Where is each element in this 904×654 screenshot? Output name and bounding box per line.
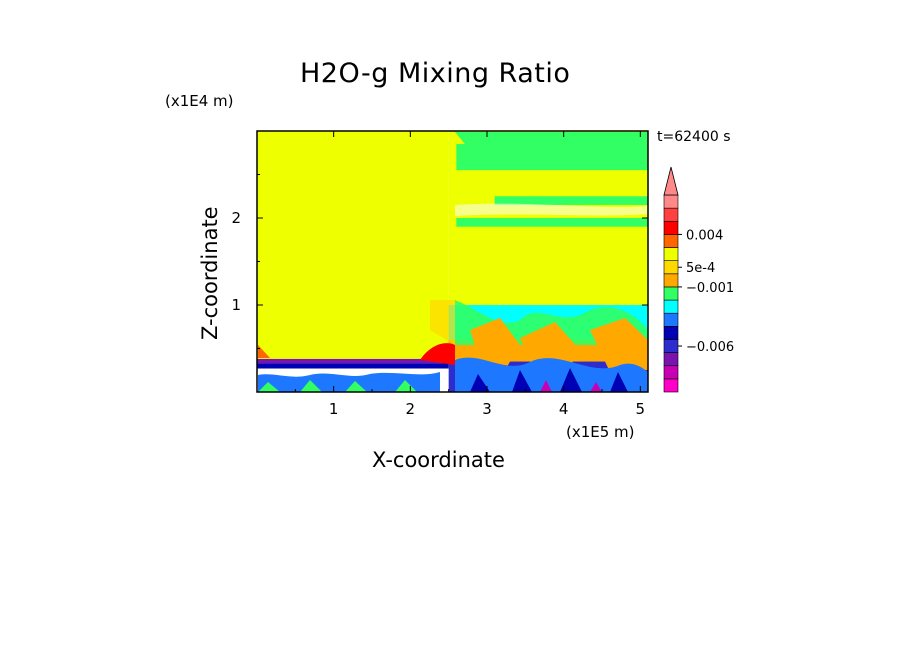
colorbar-tick-label: 0.004 — [686, 228, 723, 243]
x-tick-label: 1 — [329, 400, 339, 418]
colorbar — [663, 166, 679, 393]
field-region — [494, 196, 648, 205]
colorbar-tick-label: −0.006 — [686, 340, 734, 355]
colorbar-swatch — [663, 299, 679, 314]
y-axis-ticks: 12 — [231, 174, 648, 349]
colorbar-swatch — [663, 326, 679, 340]
colorbar-swatch — [663, 234, 679, 248]
time-label: t=62400 s — [657, 129, 731, 145]
y-tick-label: 1 — [231, 296, 241, 314]
colorbar-tick-label: 5e-4 — [686, 261, 715, 276]
x-scale-label: (x1E5 m) — [566, 423, 635, 441]
x-tick-label: 3 — [482, 400, 492, 418]
colorbar-swatch — [663, 286, 679, 301]
colorbar-swatch — [663, 339, 679, 353]
field-region — [257, 131, 449, 359]
colorbar-swatch — [663, 352, 679, 367]
field-region — [456, 218, 648, 227]
z-scale-label: (x1E4 m) — [165, 92, 234, 110]
colorbar-labels: 0.004 5e-4 −0.001 −0.006 — [678, 228, 734, 355]
x-axis-ticks: 1 2 3 4 5 — [294, 131, 646, 418]
x-tick-label: 5 — [636, 400, 646, 418]
colorbar-swatch — [663, 312, 679, 327]
colorbar-extend-arrow — [663, 166, 679, 196]
colorbar-tick-label: −0.001 — [686, 281, 734, 296]
colorbar-swatch — [663, 220, 679, 235]
x-tick-label: 2 — [406, 400, 416, 418]
colorbar-swatch — [663, 273, 679, 288]
colorbar-swatch — [663, 247, 679, 261]
colorbar-swatch — [663, 378, 679, 393]
heatmap-details — [258, 132, 648, 392]
y-tick-label: 2 — [231, 209, 241, 227]
x-axis-label: X-coordinate — [372, 448, 505, 472]
colorbar-swatch — [663, 260, 679, 275]
field-region — [257, 363, 449, 369]
x-tick-label: 4 — [559, 400, 569, 418]
chart-title: H2O-g Mixing Ratio — [300, 58, 571, 89]
colorbar-swatch — [663, 194, 679, 209]
colorbar-swatch — [663, 365, 679, 380]
field-region — [257, 358, 449, 364]
colorbar-swatch — [663, 207, 679, 222]
